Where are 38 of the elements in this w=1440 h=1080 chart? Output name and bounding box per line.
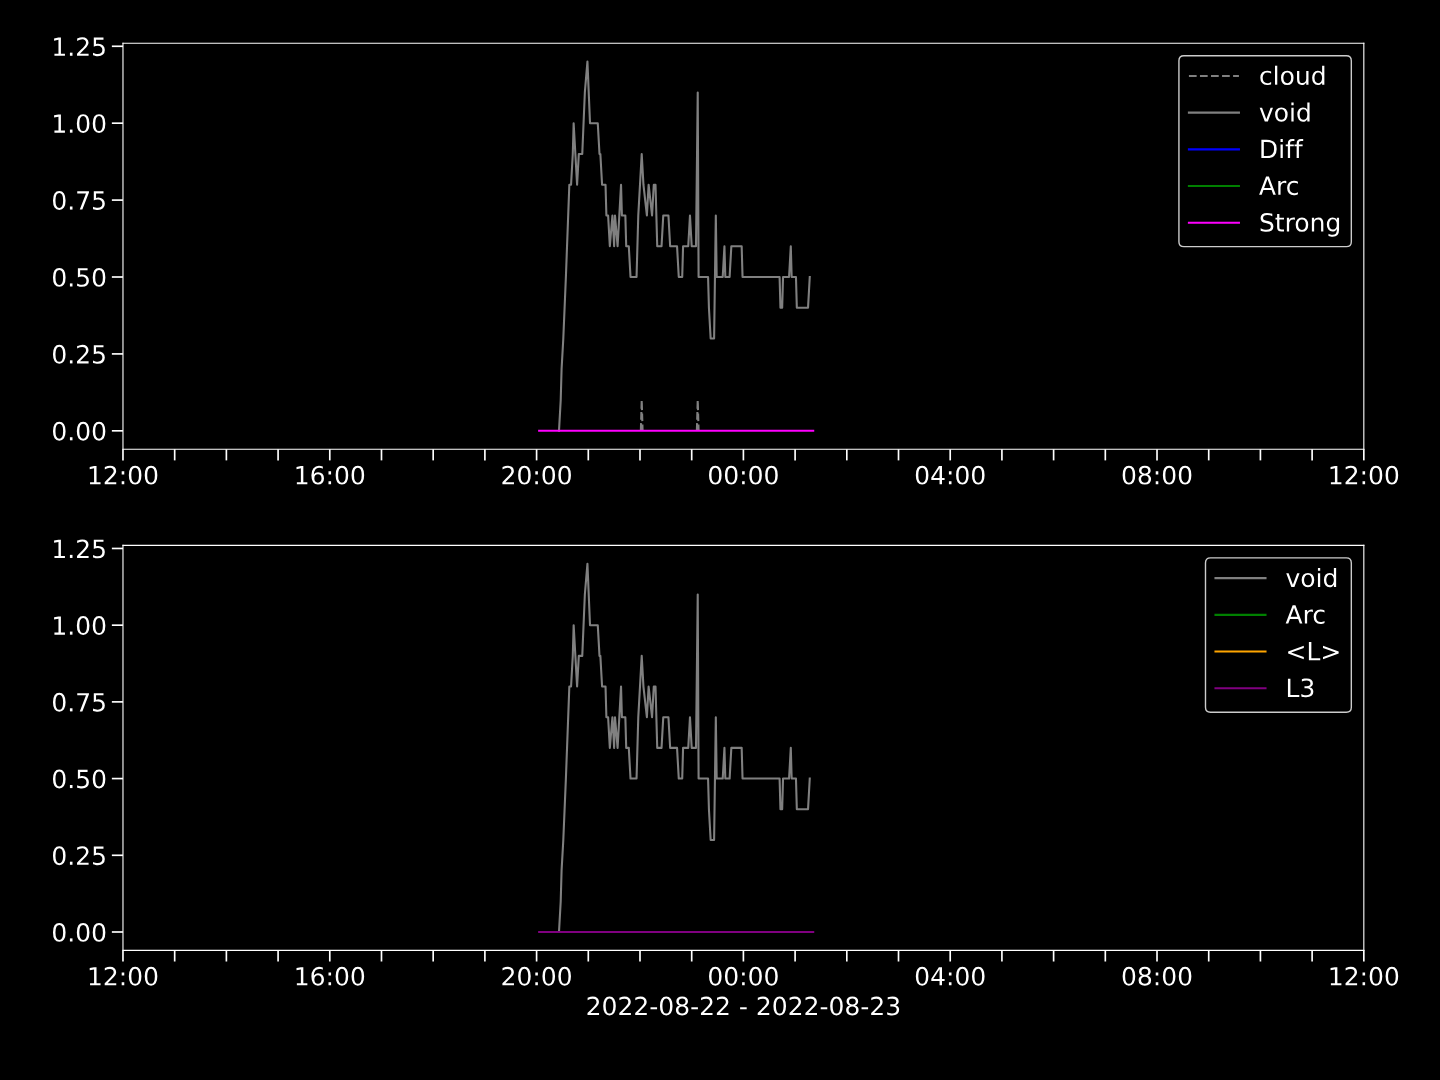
legend-label: void <box>1286 567 1337 588</box>
x-tick-label: 00:00 <box>709 465 778 485</box>
y-tick-label: 0.00 <box>52 922 106 942</box>
y-tick-label: 0.75 <box>52 191 105 210</box>
y-tick-label: 1.25 <box>54 539 105 559</box>
legend-label: <L> <box>1288 642 1339 661</box>
x-tick-label: 08:00 <box>1122 465 1192 485</box>
x-tick-label: 12:00 <box>1330 966 1399 986</box>
y-tick-label: 0.25 <box>52 846 105 866</box>
line-series <box>557 562 811 934</box>
y-tick-label: 0.25 <box>52 344 105 364</box>
x-tick-label: 00:00 <box>709 966 778 986</box>
x-tick-label: 04:00 <box>915 966 985 986</box>
x-tick-label: 12:00 <box>89 465 158 485</box>
x-tick-label: 12:00 <box>1330 465 1399 485</box>
y-tick-label: 0.00 <box>52 421 106 441</box>
x-axis-title: 2022-08-22 - 2022-08-23 <box>587 996 900 1016</box>
x-tick-label: 20:00 <box>502 966 571 986</box>
y-tick-label: 0.75 <box>52 692 105 712</box>
x-tick-label: 16:00 <box>296 966 365 986</box>
y-tick-label: 1.00 <box>54 616 106 636</box>
legend-label: cloud <box>1260 65 1325 86</box>
y-tick-label: 0.50 <box>52 267 106 287</box>
legend-label: void <box>1259 102 1310 122</box>
legend-label: Arc <box>1259 176 1298 196</box>
x-tick-label: 12:00 <box>89 966 158 986</box>
y-tick-label: 1.00 <box>54 114 106 134</box>
y-tick-label: 1.25 <box>54 37 105 57</box>
x-tick-label: 08:00 <box>1122 966 1192 986</box>
x-tick-label: 16:00 <box>296 465 365 485</box>
x-tick-label: 20:00 <box>502 465 571 485</box>
legend-label: L3 <box>1287 678 1314 698</box>
y-tick-label: 0.50 <box>52 769 106 789</box>
legend-label: Diff <box>1261 139 1304 159</box>
legend-label: Arc <box>1285 605 1325 624</box>
line-series <box>557 60 811 432</box>
legend-label: Strong <box>1260 212 1340 237</box>
x-tick-label: 04:00 <box>915 465 985 485</box>
